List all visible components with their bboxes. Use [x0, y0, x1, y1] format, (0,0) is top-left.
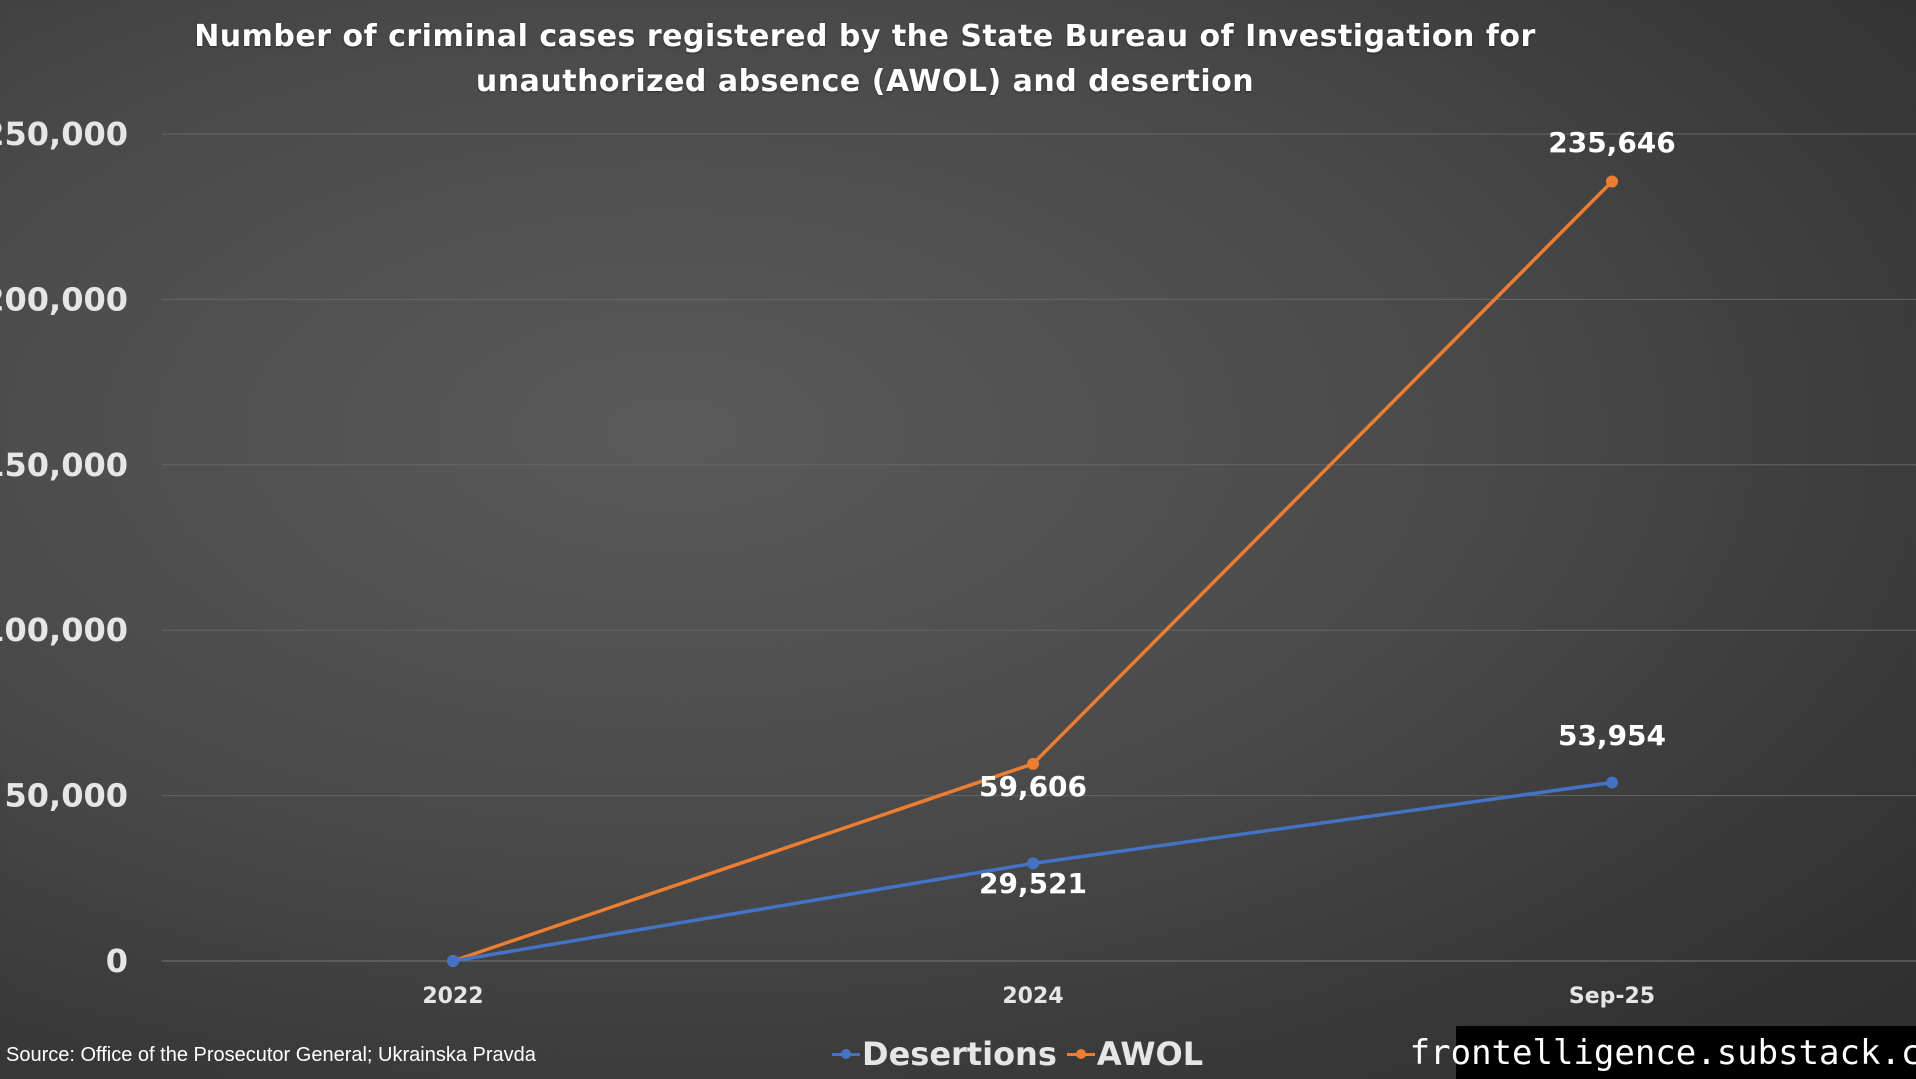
y-tick-label: 150,000: [0, 446, 128, 484]
legend-swatch-desertions: [832, 1039, 860, 1069]
data-point-desertions: [447, 955, 459, 967]
y-tick-label: 100,000: [0, 611, 128, 649]
data-point-desertions: [1606, 776, 1618, 789]
legend-label-desertions: Desertions: [862, 1035, 1057, 1073]
source-note: Source: Office of the Prosecutor General…: [6, 1044, 536, 1066]
x-tick-label: 2022: [422, 984, 483, 1009]
y-tick-label: 50,000: [5, 777, 128, 815]
legend-entry-desertions: Desertions: [832, 1035, 1057, 1073]
data-point-desertions: [1027, 857, 1039, 870]
x-tick-label: Sep-25: [1569, 984, 1655, 1009]
y-tick-label: 200,000: [0, 280, 128, 318]
data-label-awol: 59,606: [979, 770, 1087, 803]
legend-entry-awol: AWOL: [1066, 1035, 1204, 1073]
data-label-awol: 235,646: [1548, 126, 1676, 159]
y-tick-label: 0: [106, 942, 128, 980]
data-label-desertions: 29,521: [979, 867, 1087, 900]
data-label-desertions: 53,954: [1558, 719, 1666, 752]
watermark: frontelligence.substack.com: [1410, 1026, 1916, 1079]
legend: Desertions AWOL: [832, 1034, 1203, 1074]
chart-title: Number of criminal cases registered by t…: [194, 19, 1536, 99]
y-tick-label: 250,000: [0, 115, 128, 153]
legend-swatch-awol: [1066, 1039, 1095, 1069]
legend-label-awol: AWOL: [1096, 1035, 1204, 1073]
data-point-awol: [1027, 757, 1039, 770]
data-point-awol: [1606, 175, 1618, 188]
x-tick-label: 2024: [1002, 984, 1063, 1009]
series-line-awol: [452, 180, 1614, 963]
